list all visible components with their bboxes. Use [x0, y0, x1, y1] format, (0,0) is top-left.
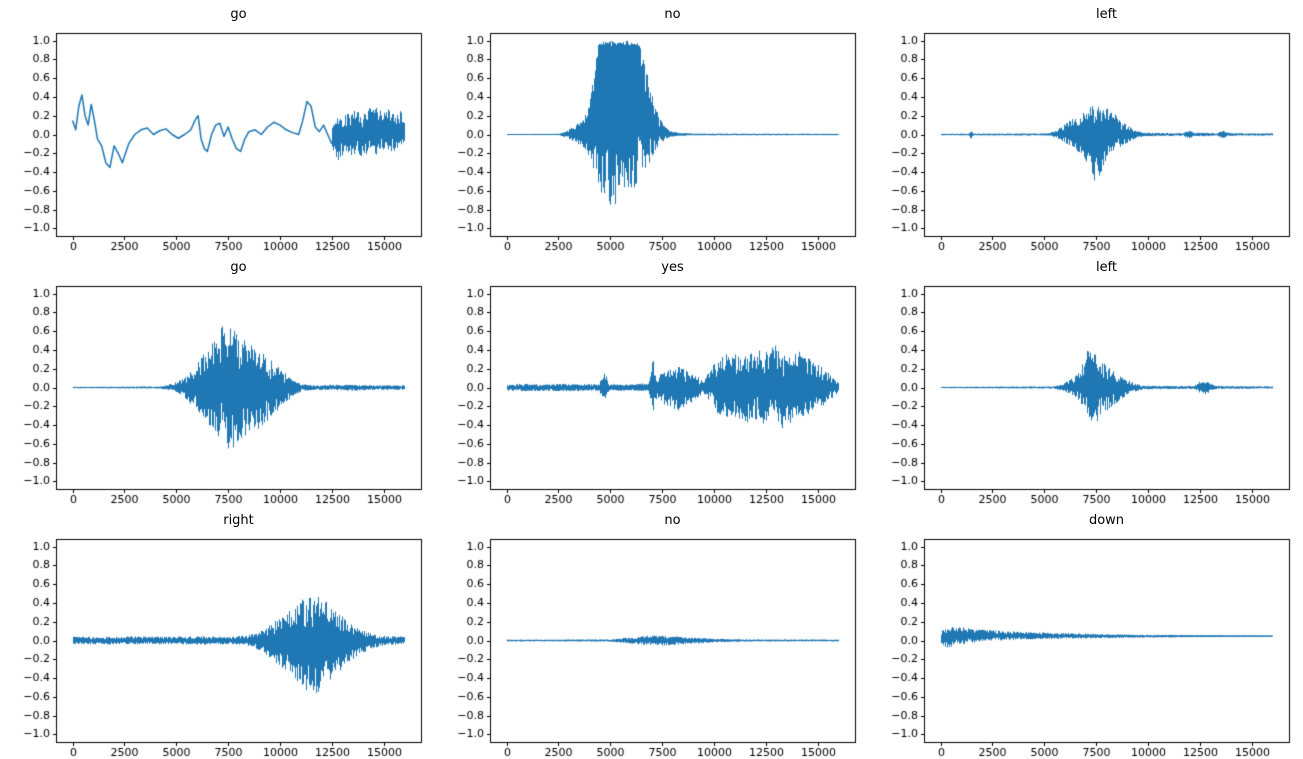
waveform-plot-canvas [434, 506, 868, 759]
subplot-2-no: no [434, 0, 868, 253]
subplot-6-left: left [868, 253, 1302, 506]
waveform-plot-canvas [868, 253, 1302, 506]
subplot-title: yes [661, 260, 684, 275]
subplot-4-go: go [0, 253, 434, 506]
subplot-5-yes: yes [434, 253, 868, 506]
subplot-7-right: right [0, 506, 434, 759]
subplot-1-go: go [0, 0, 434, 253]
subplot-title: down [1088, 513, 1125, 528]
waveform-plot-canvas [0, 253, 434, 506]
waveform-plot-canvas [0, 0, 434, 253]
subplot-title: no [664, 513, 681, 528]
waveform-plot-canvas [434, 253, 868, 506]
subplot-8-no: no [434, 506, 868, 759]
waveform-plot-canvas [868, 506, 1302, 759]
waveform-plot-canvas [0, 506, 434, 759]
waveform-plot-canvas [434, 0, 868, 253]
subplot-title: go [230, 7, 247, 22]
subplot-title: left [1095, 260, 1118, 275]
subplot-title: no [664, 7, 681, 22]
subplot-title: left [1095, 7, 1118, 22]
subplot-9-down: down [868, 506, 1302, 759]
subplot-title: right [223, 513, 254, 528]
waveform-plot-canvas [868, 0, 1302, 253]
subplot-3-left: left [868, 0, 1302, 253]
subplot-title: go [230, 260, 247, 275]
